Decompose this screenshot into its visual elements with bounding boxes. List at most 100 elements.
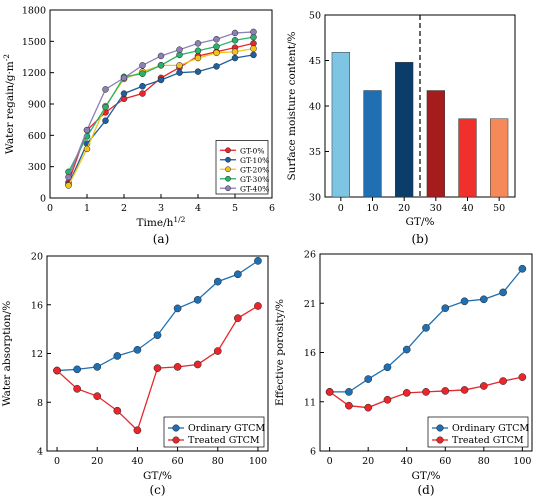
panel-b-bar (490, 118, 509, 198)
panel-a-y-tick-label: 1200 (22, 68, 46, 79)
panel-c-series-0-point (153, 331, 162, 340)
panel-d-effective-porosity-chart: 0 20 40 60 80 100 6 11 16 21 26 GT/% Effective poros… (274, 250, 533, 497)
panel-a-x-tick-label: 5 (232, 203, 238, 214)
panel-b-bar (426, 90, 445, 198)
panel-a-series-4-point (120, 74, 128, 82)
panel-a-legend-label: GT-20% (240, 165, 269, 174)
panel-b-y-tick-label: 45 (309, 56, 321, 67)
panel-d-caption-label: (d) (417, 483, 434, 497)
panel-a-series-1-point (120, 90, 128, 97)
panel-c-legend-swatch-marker (172, 424, 180, 432)
panel-d-y-tick-label: 6 (310, 447, 316, 458)
panel-c-x-tick-label: 0 (54, 456, 60, 467)
panel-a-legend-swatch-marker (225, 147, 231, 154)
panel-c-series-0-point (254, 257, 262, 265)
panel-d-x-tick-label: 60 (439, 456, 451, 467)
panel-a-y-tick-label: 900 (28, 100, 46, 111)
panel-c-series-1-point (133, 426, 142, 435)
panel-c-x-axis-title: GT/% (143, 470, 172, 482)
panel-a-legend: GT-0%GT-10%GT-20%GT-30%GT-40% (215, 140, 269, 195)
panel-d-legend-label: Ordinary GTCM (452, 423, 529, 434)
panel-a-caption-label: (a) (153, 232, 170, 246)
panel-c-x-tick-label: 40 (131, 456, 143, 467)
panel-d-series-1-point (325, 388, 334, 396)
panel-a-series-4-point (139, 62, 146, 69)
panel-a-series-4-point (65, 173, 72, 181)
panel-a-legend-label: GT-0% (240, 146, 264, 155)
panel-d-series-1-point (364, 403, 373, 412)
panel-a-y-tick-label: 1800 (22, 6, 46, 17)
panel-b-x-tick-label: 0 (338, 203, 344, 214)
panel-d-series-1-point (479, 382, 488, 390)
panel-a-legend-label: GT-10% (240, 156, 269, 165)
panel-a-legend-label: GT-40% (240, 184, 269, 193)
panel-b-bar (458, 118, 477, 198)
panel-b-bar (331, 52, 350, 198)
panel-a-y-tick-label: 1500 (22, 37, 46, 48)
panel-a-legend-swatch-marker (225, 156, 231, 163)
panel-d-legend-swatch-marker (436, 436, 444, 444)
panel-a-series-2-point (83, 145, 91, 153)
panel-c-series-1-point (93, 392, 102, 401)
panel-d-y-tick-label: 11 (304, 397, 316, 408)
panel-d-x-tick-label: 20 (362, 456, 374, 467)
panel-b-y-tick-label: 30 (309, 193, 321, 204)
panel-a-series-0-point (139, 90, 146, 97)
panel-a-series-1-point (157, 76, 165, 84)
panel-b-x-tick-label: 30 (430, 203, 442, 214)
panel-d-y-tick-label: 21 (304, 299, 316, 310)
panel-d-series-0-point (479, 295, 488, 304)
panel-a-series-4-point (157, 52, 165, 60)
panel-c-y-axis-title: Water absorption/% (1, 301, 13, 407)
panel-c-series-1-point (173, 363, 182, 371)
panel-a-series-1-point (176, 69, 183, 76)
panel-b-caption-label: (b) (411, 232, 428, 246)
panel-d-x-tick-label: 100 (513, 456, 531, 467)
panel-a-x-axis-title-main: Time/h (137, 217, 174, 229)
panel-a-y-axis-title-sup: -2 (2, 54, 11, 62)
panel-c-series-1-point (113, 406, 122, 415)
panel-a-x-axis-title: Time/h1/2 (137, 215, 186, 229)
panel-b-y-axis-title: Surface moisture content/% (286, 31, 298, 180)
panel-a-series-2-point (250, 45, 257, 52)
panel-a-series-2-point (194, 54, 202, 62)
panel-d-series-1-point (345, 401, 353, 410)
panel-a-series-4-point (250, 28, 257, 36)
panel-a-legend-box (215, 140, 269, 195)
panel-c-series-0-point (173, 304, 182, 313)
panel-c-legend-label: Ordinary GTCM (188, 423, 265, 434)
panel-c-series-1-point (213, 347, 222, 355)
panel-d-series-1-point (518, 373, 527, 381)
panel-a-legend-swatch-marker (225, 166, 231, 173)
panel-d-series-0-point (402, 345, 411, 354)
panel-a-y-axis-title: Water regain/g·m-2 (2, 54, 16, 154)
panel-c-series-1-point (193, 360, 202, 369)
panel-b-bar (395, 62, 414, 198)
panel-d-y-tick-label: 16 (304, 348, 316, 359)
panel-b-x-tick-label: 10 (366, 203, 378, 214)
panel-b-x-axis-title: GT/% (406, 216, 435, 228)
panel-a-x-tick-label: 1 (84, 203, 90, 214)
panel-a-series-3-point (139, 70, 146, 77)
panel-c-y-tick-label: 4 (37, 447, 43, 458)
panel-d-series-0-point (460, 297, 469, 306)
panel-a-series-3-point (157, 62, 165, 69)
panel-d-series-0-point (518, 264, 527, 273)
panel-c-x-tick-label: 60 (172, 456, 184, 467)
panel-d-y-axis-title: Effective porosity/% (274, 299, 286, 406)
panel-d-series-0-point (345, 388, 353, 396)
panel-d-series-1-point (402, 389, 411, 397)
panel-d-x-tick-label: 80 (478, 456, 490, 467)
panel-c-series-0-point (213, 277, 222, 286)
panel-a-x-tick-label: 6 (269, 203, 275, 214)
panel-a-series-3-point (194, 47, 202, 54)
panel-c-water-absorption-chart: 0 20 40 60 80 100 4 8 12 16 20 GT/% Water absorption… (1, 252, 269, 497)
panel-d-series-1-point (460, 386, 469, 394)
panel-a-legend-swatch-marker (225, 175, 231, 182)
panel-b-x-tick-label: 50 (493, 203, 505, 214)
panel-b-x-tick-label: 40 (461, 203, 473, 214)
panel-c-series-0-point (133, 345, 142, 354)
panel-c-series-0-point (234, 270, 242, 279)
panel-a-water-regain-chart: 0 1 2 3 4 5 6 0 300 600 900 1200 1500 1800 Time/h1/2 Wa… (2, 6, 275, 247)
panel-a-series-4-point (176, 46, 183, 53)
